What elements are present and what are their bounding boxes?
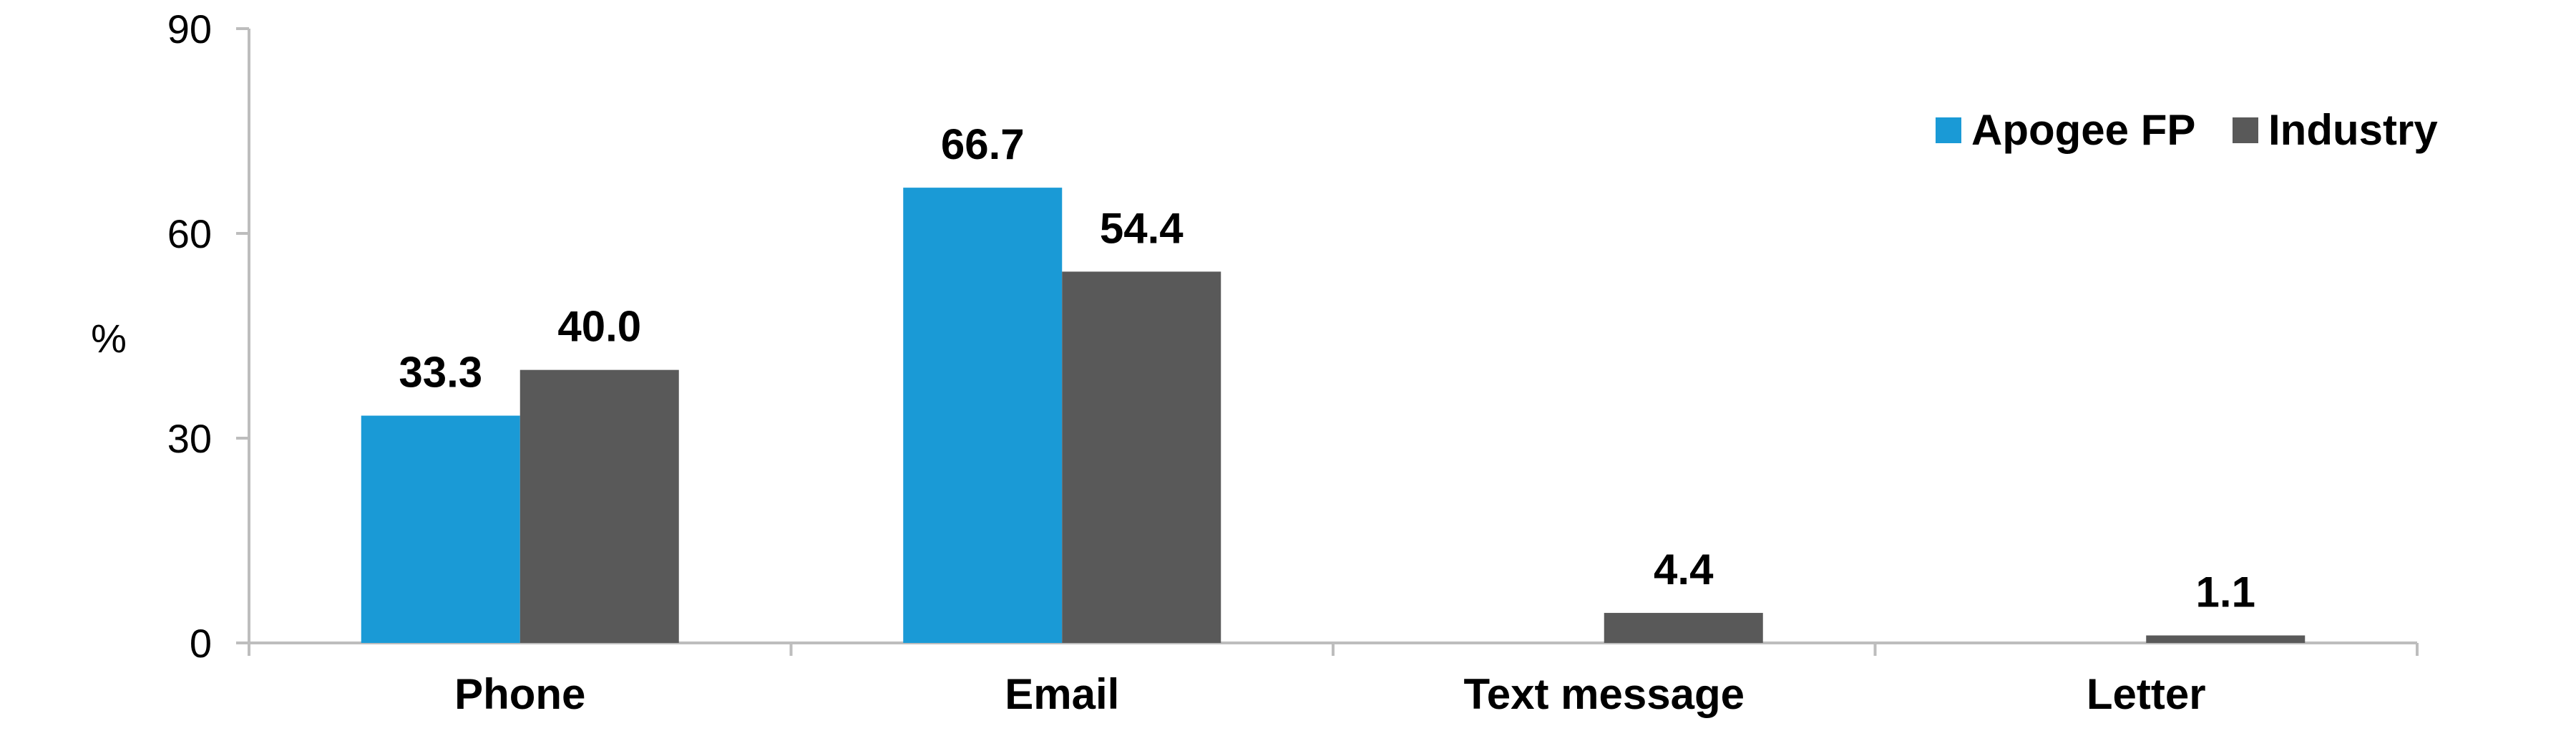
x-category-label: Email	[1005, 670, 1119, 718]
data-label: 4.4	[1654, 546, 1714, 594]
data-label: 66.7	[941, 120, 1025, 168]
legend-item: Apogee FP	[1936, 106, 2195, 154]
bars	[361, 188, 2306, 643]
bar-apogee-fp	[361, 415, 520, 643]
y-tick-label: 0	[190, 621, 212, 666]
bar-industry	[519, 369, 679, 643]
y-axis: 0 30 60 90	[167, 6, 250, 666]
legend: Apogee FP Industry	[1936, 106, 2438, 154]
y-tick-label: 90	[167, 6, 212, 52]
x-category-label: Text message	[1464, 670, 1745, 718]
bar-industry	[1604, 613, 1763, 643]
x-category-label: Phone	[454, 670, 585, 718]
legend-label: Industry	[2268, 106, 2438, 154]
data-label: 40.0	[557, 303, 641, 351]
legend-item: Industry	[2233, 106, 2438, 154]
x-category-label: Letter	[2087, 670, 2206, 718]
bar-apogee-fp	[903, 188, 1063, 643]
data-label: 54.4	[1100, 204, 1184, 252]
data-labels: 33.3 40.0 66.7 54.4 4.4 1.1	[399, 120, 2255, 616]
bar-industry	[2146, 635, 2306, 643]
bar-industry	[1062, 271, 1221, 643]
x-axis: Phone Email Text message Letter	[248, 642, 2419, 718]
data-label: 1.1	[2196, 568, 2255, 616]
y-tick-label: 60	[167, 211, 212, 256]
legend-swatch	[2233, 117, 2258, 143]
y-axis-label: %	[91, 316, 127, 361]
y-tick-label: 30	[167, 416, 212, 461]
data-label: 33.3	[399, 349, 482, 397]
legend-label: Apogee FP	[1971, 106, 2195, 154]
legend-swatch	[1936, 117, 1961, 143]
